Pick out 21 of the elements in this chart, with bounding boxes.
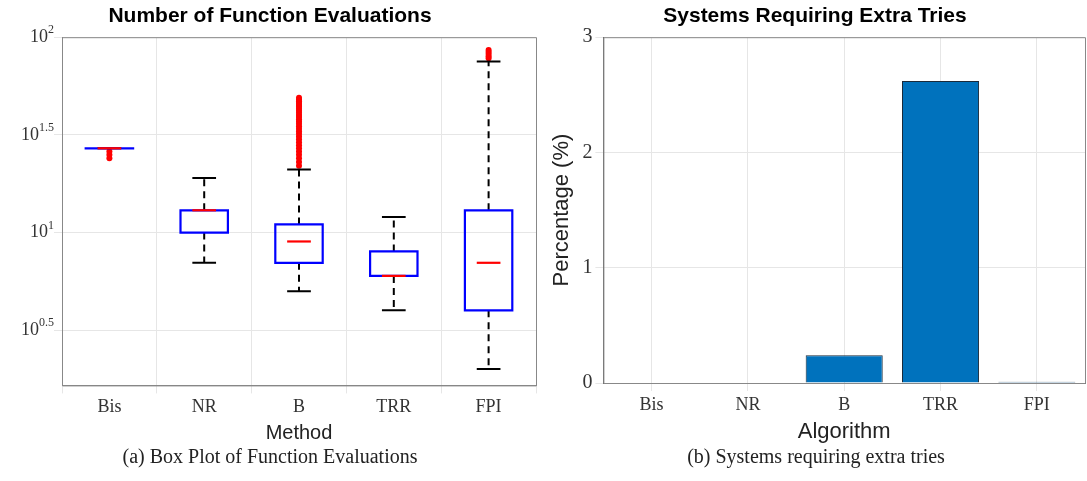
x-tick-label: B bbox=[838, 393, 851, 414]
text: (b) Systems requiring extra tries bbox=[686, 445, 946, 468]
y-tick-label: 2 bbox=[582, 139, 593, 162]
x-tick-label: NR bbox=[735, 393, 761, 414]
y-tick-label: 1 bbox=[582, 254, 593, 277]
x-tick-label: FPI bbox=[475, 395, 502, 416]
y-tick-label: 3 bbox=[582, 24, 593, 47]
text: (a) Box Plot of Function Evaluations bbox=[121, 445, 419, 468]
x-tick-label: Bis bbox=[639, 393, 664, 414]
x-tick-label: TRR bbox=[923, 393, 959, 414]
chart-title: Systems Requiring Extra Tries bbox=[663, 3, 967, 27]
x-axis-title: Algorithm bbox=[797, 417, 891, 443]
x-tick-label: TRR bbox=[376, 395, 412, 416]
chart-title: Number of Function Evaluations bbox=[108, 3, 432, 27]
x-tick-label: FPI bbox=[1023, 393, 1050, 414]
y-axis-title: Percentage (%) bbox=[548, 133, 574, 287]
x-axis-title: Method bbox=[265, 420, 333, 443]
x-tick-label: Bis bbox=[97, 395, 122, 416]
x-tick-label: NR bbox=[191, 395, 217, 416]
x-tick-label: B bbox=[292, 395, 306, 416]
y-tick-label: 0 bbox=[582, 370, 593, 393]
